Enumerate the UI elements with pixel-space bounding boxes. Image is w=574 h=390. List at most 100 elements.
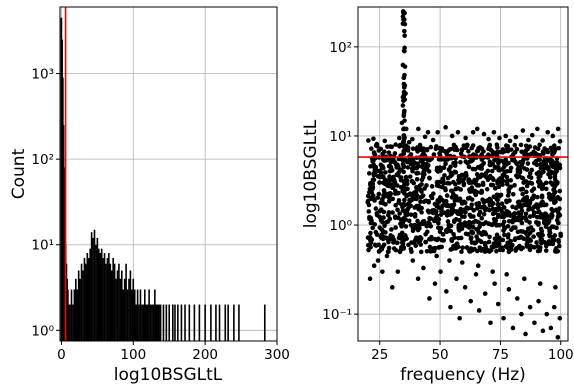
scatter-point: [505, 209, 511, 215]
scatter-point: [480, 180, 486, 186]
histogram-x-tick-label: 0: [57, 347, 66, 363]
scatter-point: [552, 233, 558, 238]
scatter-point: [464, 205, 469, 210]
scatter-point: [394, 183, 400, 188]
histogram-bar: [131, 289, 133, 341]
scatter-point: [495, 197, 500, 203]
scatter-y-tick-label: 10¹: [329, 129, 352, 145]
scatter-point: [413, 243, 419, 248]
scatter-point: [487, 162, 493, 168]
histogram-x-tick-label: 100: [120, 347, 146, 363]
scatter-point: [401, 113, 407, 119]
scatter-point: [430, 137, 436, 143]
scatter-point: [534, 214, 540, 220]
histogram-bar: [172, 304, 174, 341]
scatter-point: [443, 228, 449, 233]
histogram-panel: 0 100 200 300 10⁰ 10¹ 10² 10³ log10BSGLtL Coun…: [9, 6, 290, 385]
scatter-point: [501, 164, 507, 170]
scatter-point: [536, 298, 541, 304]
scatter-point: [504, 168, 510, 174]
scatter-point: [549, 224, 555, 229]
scatter-point: [548, 180, 554, 185]
scatter-point: [543, 157, 548, 162]
scatter-point: [444, 289, 449, 294]
scatter-point: [401, 169, 406, 175]
scatter-x-ticks: 25 50 75 100: [371, 341, 574, 363]
scatter-point: [418, 249, 424, 255]
scatter-point: [479, 248, 484, 253]
histogram-x-tick-label: 300: [264, 347, 290, 363]
scatter-point: [491, 194, 497, 200]
scatter-point: [468, 235, 474, 240]
scatter-point: [507, 240, 512, 245]
scatter-point: [410, 258, 416, 263]
scatter-point: [453, 194, 459, 199]
scatter-point: [449, 195, 455, 200]
scatter-point: [434, 253, 439, 259]
scatter-point: [401, 164, 407, 170]
scatter-point: [459, 260, 465, 265]
scatter-point: [558, 233, 564, 239]
scatter-point: [407, 174, 413, 179]
histogram-bar: [67, 304, 70, 341]
histogram-bar: [80, 263, 83, 341]
scatter-point: [478, 204, 484, 210]
scatter-point: [448, 228, 454, 234]
scatter-point: [510, 157, 515, 163]
scatter-point: [516, 245, 521, 250]
scatter-point: [535, 126, 540, 132]
histogram-bar: [72, 304, 74, 341]
scatter-point: [466, 149, 471, 154]
scatter-point: [499, 158, 504, 164]
scatter-point: [457, 315, 462, 321]
scatter-point: [382, 223, 387, 229]
scatter-point: [447, 258, 452, 263]
histogram-bar: [108, 253, 110, 341]
scatter-x-axis-label: frequency (Hz): [400, 365, 526, 385]
scatter-point: [414, 203, 419, 209]
scatter-point: [401, 208, 407, 214]
scatter-point: [518, 187, 524, 192]
scatter-point: [476, 200, 482, 206]
histogram-bar: [98, 248, 100, 341]
scatter-point: [531, 213, 536, 218]
scatter-point: [545, 241, 550, 246]
scatter-point: [456, 225, 461, 230]
scatter-point: [515, 169, 521, 174]
scatter-point: [366, 209, 372, 214]
scatter-point: [401, 48, 407, 54]
scatter-point: [383, 170, 388, 175]
scatter-point: [512, 182, 517, 188]
scatter-point: [459, 148, 465, 153]
scatter-point: [421, 219, 426, 225]
histogram-y-ticks: 10⁰ 10¹ 10² 10³: [31, 67, 60, 339]
scatter-point: [380, 163, 385, 169]
scatter-point: [496, 184, 502, 190]
histogram-bar: [152, 304, 155, 341]
scatter-point: [428, 144, 434, 150]
scatter-point: [451, 231, 456, 237]
scatter-point: [543, 186, 549, 192]
scatter-point: [506, 287, 512, 292]
scatter-point: [501, 214, 507, 220]
scatter-point: [531, 149, 536, 155]
scatter-point: [494, 249, 499, 254]
histogram-bar: [100, 248, 103, 341]
scatter-point: [490, 182, 496, 188]
scatter-point: [367, 276, 373, 282]
scatter-point: [444, 193, 450, 198]
scatter-point: [545, 129, 551, 135]
scatter-point: [435, 169, 441, 174]
scatter-point: [505, 148, 511, 154]
scatter-point: [496, 212, 501, 218]
scatter-point: [445, 175, 451, 181]
scatter-point: [502, 226, 508, 231]
scatter-point: [515, 229, 521, 235]
histogram-bar: [177, 304, 179, 341]
histogram-bar: [105, 263, 107, 341]
scatter-point: [401, 202, 407, 208]
scatter-point: [399, 120, 405, 126]
scatter-y-tick-label: 10⁻¹: [322, 307, 352, 323]
scatter-point: [393, 225, 398, 230]
scatter-point: [490, 269, 495, 274]
